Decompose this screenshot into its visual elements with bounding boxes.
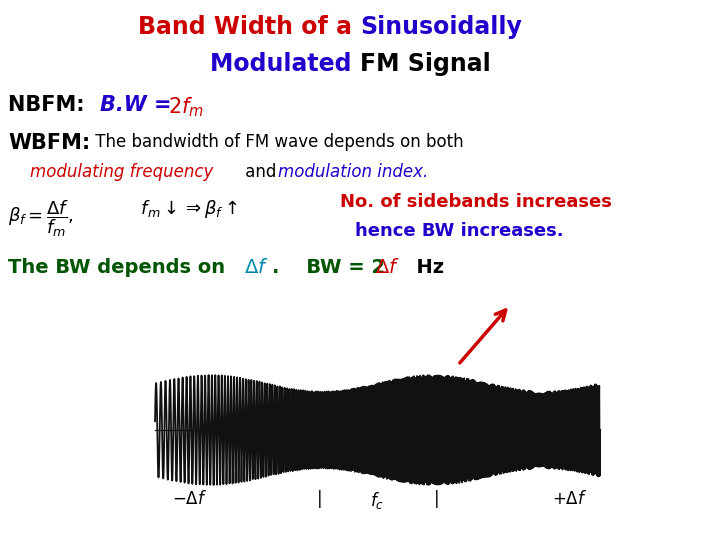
Text: WBFM:: WBFM: <box>8 133 90 153</box>
Text: Band Width of a: Band Width of a <box>138 15 360 39</box>
Text: $2f_m$: $2f_m$ <box>168 95 204 119</box>
Text: .    BW = 2: . BW = 2 <box>272 258 385 277</box>
Text: NBFM:: NBFM: <box>8 95 99 115</box>
Text: modulation index.: modulation index. <box>278 163 428 181</box>
Text: $\beta_f = \dfrac{\Delta f}{f_m},$: $\beta_f = \dfrac{\Delta f}{f_m},$ <box>8 198 74 239</box>
Text: No. of sidebands increases: No. of sidebands increases <box>340 193 612 211</box>
Text: $\ f_m \downarrow \Rightarrow \beta_f \uparrow$: $\ f_m \downarrow \Rightarrow \beta_f \u… <box>135 198 238 220</box>
Text: modulating frequency: modulating frequency <box>30 163 213 181</box>
Text: |: | <box>434 490 440 508</box>
Text: Modulated: Modulated <box>210 52 360 76</box>
Text: FM Signal: FM Signal <box>360 52 491 76</box>
Text: $\Delta f$: $\Delta f$ <box>375 258 400 277</box>
Text: $+\Delta f$: $+\Delta f$ <box>552 490 588 508</box>
Text: The bandwidth of FM wave depends on both: The bandwidth of FM wave depends on both <box>90 133 464 151</box>
Text: B.W =: B.W = <box>100 95 179 115</box>
Text: The BW depends on: The BW depends on <box>8 258 232 277</box>
Text: Hz: Hz <box>403 258 444 277</box>
Text: $-\Delta f$: $-\Delta f$ <box>172 490 207 508</box>
Text: Sinusoidally: Sinusoidally <box>360 15 522 39</box>
Text: |: | <box>318 490 323 508</box>
Text: and: and <box>240 163 282 181</box>
Text: $\Delta f$: $\Delta f$ <box>244 258 269 277</box>
Text: hence BW increases.: hence BW increases. <box>355 222 564 240</box>
Text: $f_c$: $f_c$ <box>370 490 384 511</box>
